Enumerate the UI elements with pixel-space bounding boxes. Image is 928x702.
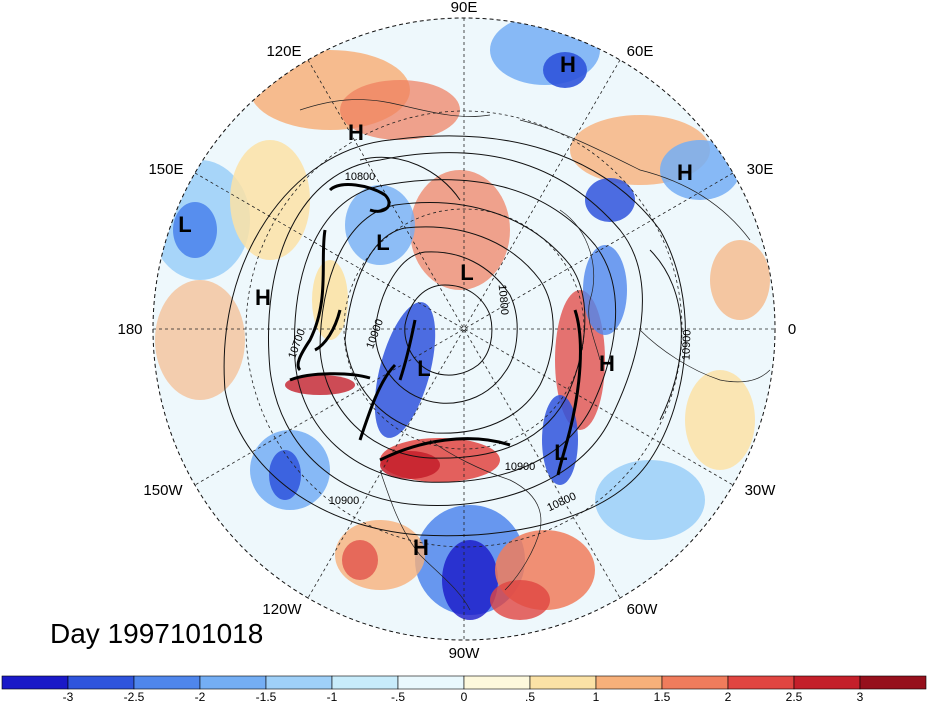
graticule: [153, 18, 775, 640]
colorbar-swatch: [265, 675, 333, 690]
colorbar-swatch: [661, 675, 729, 690]
lon-label-150w: 150W: [143, 482, 183, 499]
colorbar-tick-label: 1.5: [654, 690, 671, 702]
colorbar-swatch: [859, 675, 927, 690]
colorbar-swatch: [397, 675, 465, 690]
colorbar-swatch: [793, 675, 861, 690]
high-center: H: [560, 52, 576, 77]
colorbar-swatch: [1, 675, 69, 690]
colorbar-tick-label: 1: [593, 690, 600, 702]
jet-contours: [289, 183, 582, 476]
contour-label: 10800: [345, 171, 376, 183]
colorbar-swatch: [727, 675, 795, 690]
lon-label-60w: 60W: [627, 601, 659, 618]
colorbar-tick-label: -1.5: [256, 690, 277, 702]
colorbar-swatch: [529, 675, 597, 690]
high-center: H: [255, 285, 271, 310]
low-center: L: [417, 356, 430, 381]
longitude-labels: 90E 120E 60E 150E 30E 180 0 150W 30W 120…: [117, 0, 796, 662]
colorbar-swatch: [331, 675, 399, 690]
low-center: L: [178, 212, 191, 237]
colorbar-tick-label: -3: [63, 690, 74, 702]
high-center: H: [677, 160, 693, 185]
contour-label: 10900: [680, 329, 693, 360]
high-center: H: [348, 120, 364, 145]
colorbar-tick-label: 2.5: [786, 690, 803, 702]
colorbar-swatch: [595, 675, 663, 690]
colorbar-tick-label: 0: [461, 690, 468, 702]
low-center: L: [376, 230, 389, 255]
map-border: [152, 17, 776, 641]
contour-label: 10800: [496, 284, 511, 316]
lon-label-60e: 60E: [627, 43, 654, 60]
colorbar-swatch: [133, 675, 201, 690]
lon-label-0: 0: [788, 321, 796, 338]
colorbar-swatch: [463, 675, 531, 690]
colorbar-swatch: [199, 675, 267, 690]
colorbar-tick-label: 3: [857, 690, 864, 702]
lon-label-150e: 150E: [148, 161, 183, 178]
lon-label-90e: 90E: [451, 0, 478, 16]
lon-label-90w: 90W: [449, 645, 481, 662]
colorbar: -3 -2.5 -2 -1.5 -1 -.5 0 .5 1 1.5 2 2.5 3: [1, 675, 927, 702]
high-center: H: [599, 351, 615, 376]
contour-label: 10900: [505, 461, 536, 473]
lon-label-30e: 30E: [747, 161, 774, 178]
lon-label-120w: 120W: [262, 601, 302, 618]
colorbar-tick-label: -1: [327, 690, 338, 702]
colorbar-tick-label: -2.5: [124, 690, 145, 702]
lon-label-180: 180: [117, 321, 142, 338]
low-center: L: [554, 440, 567, 465]
map-title: Day 1997101018: [50, 618, 264, 649]
colorbar-swatch: [67, 675, 135, 690]
coastlines: [299, 99, 771, 611]
colorbar-tick-label: 2: [725, 690, 732, 702]
colorbar-tick-label: -.5: [391, 690, 405, 702]
lon-label-30w: 30W: [745, 482, 777, 499]
pressure-centers: H H H H H H L L L L L: [178, 52, 693, 560]
contour-label: 10900: [329, 495, 360, 507]
low-center: L: [460, 260, 473, 285]
lon-label-120e: 120E: [266, 43, 301, 60]
high-center: H: [413, 535, 429, 560]
colorbar-tick-label: -2: [195, 690, 206, 702]
colorbar-tick-label: .5: [525, 690, 535, 702]
